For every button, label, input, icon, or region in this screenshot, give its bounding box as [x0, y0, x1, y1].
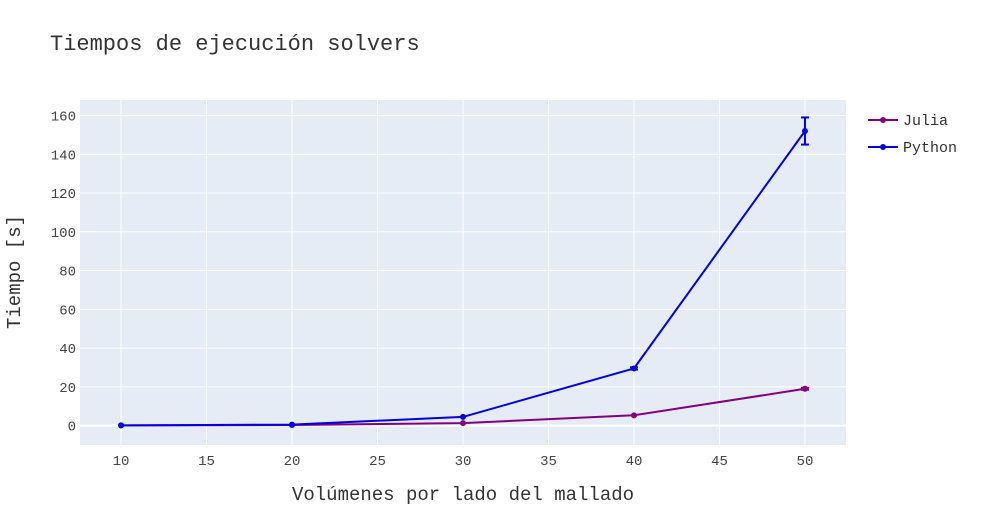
y-tick-label: 80: [59, 265, 76, 281]
x-axis-ticks: 10 15 20 25 30 35 40 45 50: [113, 454, 814, 470]
legend-swatch-marker: [880, 144, 886, 150]
y-tick-label: 20: [59, 381, 76, 397]
chart-title: Tiempos de ejecución solvers: [50, 32, 420, 57]
x-tick-label: 50: [797, 454, 814, 470]
x-axis-title: Volúmenes por lado del mallado: [292, 484, 634, 506]
data-point-python: [118, 422, 125, 429]
data-point-python: [630, 365, 637, 372]
legend-item-julia[interactable]: Julia: [868, 113, 948, 130]
x-tick-label: 20: [284, 454, 301, 470]
legend-item-python[interactable]: Python: [868, 140, 957, 157]
x-tick-label: 35: [540, 454, 557, 470]
y-tick-label: 60: [59, 303, 76, 319]
x-tick-label: 15: [198, 454, 215, 470]
y-tick-label: 120: [51, 187, 76, 203]
x-tick-label: 10: [113, 454, 130, 470]
series-group: [118, 116, 809, 429]
y-tick-label: 160: [51, 110, 76, 126]
legend-label: Julia: [903, 113, 948, 130]
y-axis-ticks: 0 20 40 60 80 100 120 140 160: [51, 110, 76, 436]
y-axis-title: Tiempo [s]: [4, 215, 26, 329]
data-point-python: [289, 421, 296, 428]
x-tick-label: 25: [369, 454, 386, 470]
data-point-julia: [630, 412, 637, 419]
data-point-julia: [801, 385, 808, 392]
data-point-python: [801, 128, 808, 135]
data-point-julia: [460, 420, 466, 427]
legend-label: Python: [903, 140, 957, 157]
x-tick-label: 30: [455, 454, 472, 470]
legend[interactable]: Julia Python: [868, 113, 957, 157]
y-tick-label: 0: [68, 420, 76, 436]
x-tick-label: 40: [626, 454, 643, 470]
data-point-python: [460, 413, 466, 420]
y-tick-label: 100: [51, 226, 76, 242]
legend-swatch-marker: [880, 117, 886, 123]
y-tick-label: 40: [59, 342, 76, 358]
y-tick-label: 140: [51, 148, 76, 164]
x-tick-label: 45: [711, 454, 728, 470]
